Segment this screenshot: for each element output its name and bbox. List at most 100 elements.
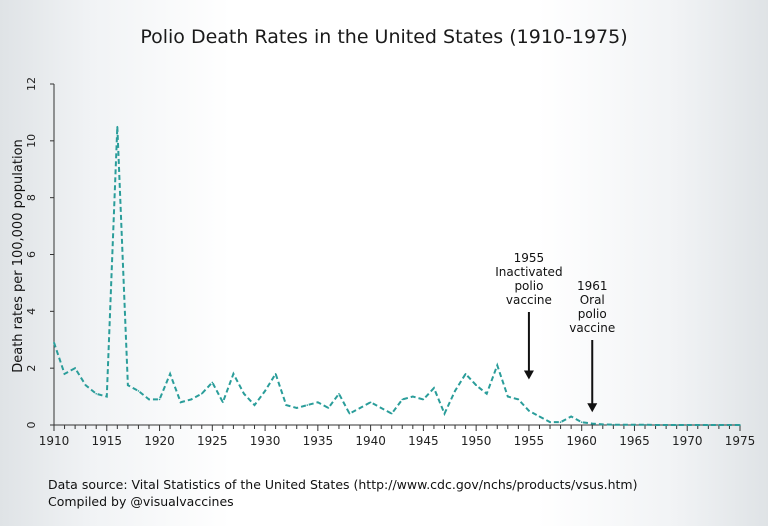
data-point bbox=[401, 398, 404, 401]
chart-title: Polio Death Rates in the United States (… bbox=[140, 26, 628, 48]
data-point bbox=[433, 387, 435, 389]
data-point bbox=[718, 424, 720, 426]
data-point bbox=[243, 392, 245, 395]
data-point bbox=[454, 390, 456, 392]
data-point bbox=[739, 424, 741, 426]
data-point bbox=[517, 398, 520, 401]
data-point bbox=[707, 424, 710, 426]
x-tick-label: 1915 bbox=[91, 434, 122, 448]
data-point bbox=[422, 398, 425, 401]
annotation-label: Oral bbox=[580, 293, 605, 307]
data-point bbox=[612, 423, 615, 426]
data-point bbox=[74, 367, 76, 369]
x-tick-label: 1955 bbox=[514, 434, 545, 448]
x-tick-label: 1910 bbox=[39, 434, 70, 448]
y-axis: 0 2 4 6 8 10 12 Death rates per 100,000 popula… bbox=[11, 77, 55, 429]
data-point bbox=[602, 423, 604, 426]
data-point bbox=[549, 421, 551, 423]
data-point bbox=[285, 404, 287, 406]
data-point bbox=[211, 381, 214, 384]
x-tick-label: 1925 bbox=[197, 434, 228, 448]
x-tick-label: 1935 bbox=[303, 434, 334, 448]
data-point bbox=[53, 341, 55, 344]
annotation-label: vaccine bbox=[506, 293, 552, 307]
series-line bbox=[53, 126, 740, 426]
data-point bbox=[528, 409, 530, 412]
annotation-label: polio bbox=[514, 279, 543, 293]
data-point bbox=[538, 415, 541, 418]
data-point bbox=[179, 401, 182, 404]
data-point bbox=[380, 407, 382, 409]
annotation-label: 1955 bbox=[514, 251, 545, 265]
x-tick-label: 1930 bbox=[250, 434, 281, 448]
data-point bbox=[633, 423, 636, 426]
data-point bbox=[148, 398, 150, 401]
data-point bbox=[728, 424, 731, 426]
y-tick-label: 0 bbox=[25, 422, 38, 429]
data-point bbox=[623, 423, 625, 426]
data-point bbox=[169, 373, 171, 375]
data-point bbox=[84, 384, 87, 387]
data-point bbox=[390, 412, 393, 415]
data-point bbox=[507, 395, 509, 398]
y-tick-label: 6 bbox=[25, 251, 38, 258]
y-tick-label: 4 bbox=[25, 308, 38, 315]
data-point bbox=[464, 373, 467, 375]
y-ticks: 0 2 4 6 8 10 12 bbox=[25, 77, 54, 429]
y-tick-label: 2 bbox=[25, 365, 38, 372]
data-point bbox=[295, 407, 298, 409]
data-point bbox=[485, 392, 488, 395]
data-point bbox=[443, 412, 446, 415]
data-point bbox=[306, 404, 309, 406]
data-point bbox=[253, 404, 256, 406]
annotation-label: 1961 bbox=[577, 279, 608, 293]
data-point bbox=[338, 392, 340, 395]
data-point bbox=[359, 407, 361, 409]
x-tick-label: 1950 bbox=[461, 434, 492, 448]
data-point bbox=[686, 424, 689, 426]
arrow-head bbox=[523, 370, 534, 380]
data-point bbox=[264, 390, 266, 392]
x-ticks: 1910 1915 1920 1925 1930 1935 1940 1945 1950 1955… bbox=[39, 425, 755, 448]
data-point bbox=[475, 384, 477, 387]
data-point bbox=[412, 395, 414, 398]
annotation-label: polio bbox=[578, 307, 607, 321]
data-point bbox=[665, 424, 667, 426]
data-point bbox=[348, 412, 351, 415]
data-point bbox=[644, 423, 646, 426]
data-point bbox=[675, 424, 678, 426]
credit-line: Compiled by @visualvaccines bbox=[48, 494, 234, 509]
source-line: Data source: Vital Statistics of the Uni… bbox=[48, 477, 638, 492]
data-point bbox=[496, 364, 499, 367]
data-point bbox=[200, 392, 203, 395]
data-point bbox=[232, 373, 235, 375]
x-tick-label: 1940 bbox=[355, 434, 386, 448]
y-tick-label: 8 bbox=[25, 194, 38, 201]
data-points bbox=[53, 125, 741, 426]
y-tick-label: 10 bbox=[25, 134, 38, 148]
data-point bbox=[137, 390, 140, 392]
data-point bbox=[63, 373, 66, 375]
data-point bbox=[369, 401, 372, 404]
y-axis-label: Death rates per 100,000 population bbox=[11, 139, 26, 373]
annotation-label: vaccine bbox=[569, 321, 615, 335]
data-point bbox=[127, 384, 129, 387]
data-point bbox=[570, 415, 572, 418]
y-tick-label: 12 bbox=[25, 77, 38, 91]
data-point bbox=[158, 398, 161, 401]
x-tick-label: 1960 bbox=[566, 434, 597, 448]
x-axis: 1910 1915 1920 1925 1930 1935 1940 1945 1950 1955… bbox=[39, 424, 755, 448]
data-point bbox=[190, 398, 192, 401]
data-point bbox=[95, 392, 98, 395]
data-point bbox=[591, 422, 594, 425]
data-point bbox=[559, 421, 562, 423]
x-tick-label: 1945 bbox=[408, 434, 439, 448]
data-point bbox=[327, 407, 330, 409]
arrow-head bbox=[587, 403, 598, 413]
data-point bbox=[317, 401, 319, 404]
x-tick-label: 1920 bbox=[144, 434, 175, 448]
